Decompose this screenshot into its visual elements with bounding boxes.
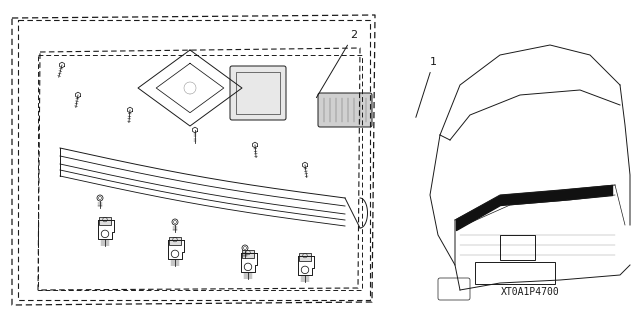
Bar	[99, 217, 111, 225]
Bar	[236, 72, 280, 114]
FancyBboxPatch shape	[230, 66, 286, 120]
Text: 2: 2	[316, 30, 357, 98]
Bar	[243, 250, 253, 258]
Bar	[170, 237, 180, 245]
Text: 1: 1	[416, 57, 437, 117]
Bar	[475, 262, 555, 284]
FancyBboxPatch shape	[318, 93, 372, 127]
Bar	[300, 253, 310, 261]
Bar	[500, 235, 535, 260]
Text: XT0A1P4700: XT0A1P4700	[500, 287, 559, 297]
